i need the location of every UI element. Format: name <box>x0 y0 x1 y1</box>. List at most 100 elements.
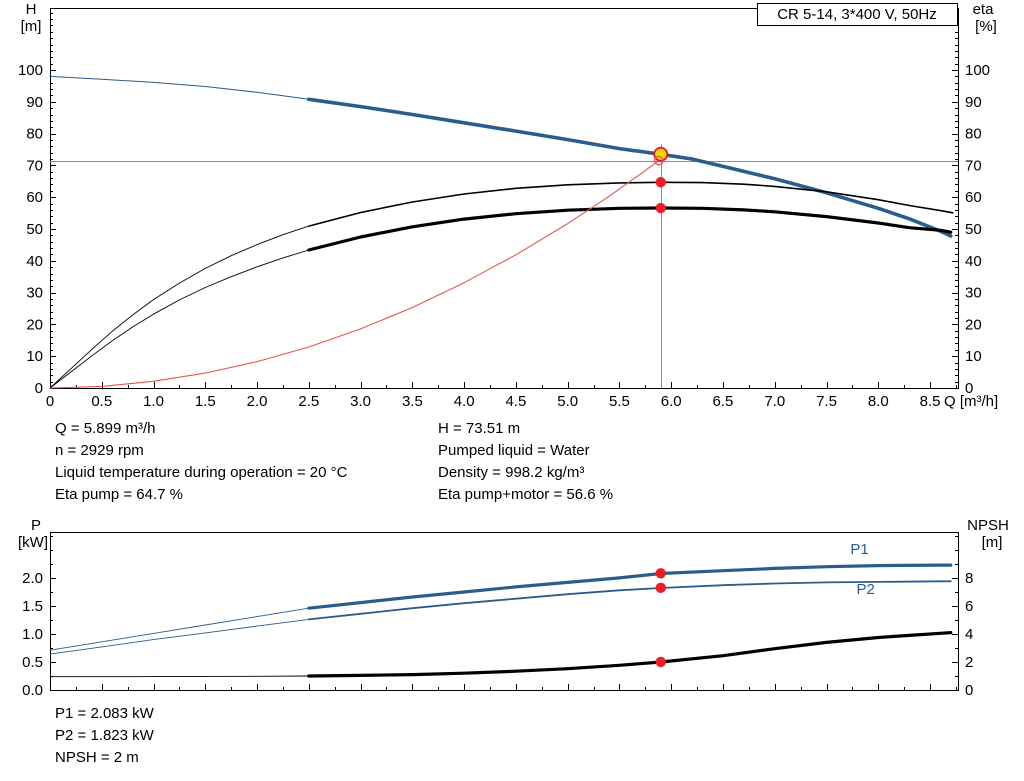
eta-axis-unit: [%] <box>975 18 997 35</box>
result-eta-pump: Eta pump = 64.7 % <box>55 486 183 503</box>
marker-eta-pump-duty <box>655 177 666 188</box>
x-tick-label: 2.5 <box>298 393 319 410</box>
y-left-tick-label: 1.5 <box>22 598 43 615</box>
qh-chart-layers: 0 0.5 1.0 1.5 2.0 2.5 3.0 3.5 4.0 4.5 5.0 5.5 6.0 6.5… <box>18 8 990 410</box>
x-tick-label: 3.0 <box>350 393 371 410</box>
x-tick-label: 4.5 <box>505 393 526 410</box>
x-tick-label: 7.5 <box>816 393 837 410</box>
eta-axis-symbol: eta <box>973 1 995 18</box>
y-right-tick-label: 50 <box>965 221 982 238</box>
pump-title-box: CR 5-14, 3*400 V, 50Hz <box>757 3 958 26</box>
h-axis-unit: [m] <box>21 18 42 35</box>
curve-p1-thin <box>49 607 310 651</box>
curve-eta-pump <box>308 181 954 227</box>
x-tick-label: 0 <box>46 393 54 410</box>
y-right-tick-label: 20 <box>965 316 982 333</box>
y-left-tick-label: 100 <box>18 62 43 79</box>
curve-p1 <box>307 563 953 610</box>
y-right-tick-label: 100 <box>965 62 990 79</box>
pump-title: CR 5-14, 3*400 V, 50Hz <box>777 6 937 23</box>
y-right-tick-label: 60 <box>965 189 982 206</box>
y-left-tick-label: 50 <box>26 221 43 238</box>
npsh-axis-symbol: NPSH <box>967 517 1009 534</box>
p-axis-unit: [kW] <box>18 534 48 551</box>
curve-p2-thin <box>49 618 310 655</box>
y-left-tick-label: 60 <box>26 189 43 206</box>
result-p2: P2 = 1.823 kW <box>55 727 154 744</box>
x-tick-label: 8.5 <box>920 393 941 410</box>
y-right-tick-label: 2 <box>965 654 973 671</box>
y-right-tick-label: 70 <box>965 157 982 174</box>
y-right-tick-label: 8 <box>965 570 973 587</box>
x-tick-label: 6.0 <box>661 393 682 410</box>
x-tick-label: 4.0 <box>454 393 475 410</box>
y-left-tick-label: 80 <box>26 126 43 143</box>
y-left-tick-label: 1.0 <box>22 626 43 643</box>
result-eta-pump-motor: Eta pump+motor = 56.6 % <box>438 486 614 503</box>
power-chart-layers: 0.0 0.5 1.0 1.5 2.0 0 2 4 6 8 P1 P2 <box>22 532 973 699</box>
h-axis-symbol: H <box>26 1 37 18</box>
result-flow: Q = 5.899 m³/h <box>55 420 156 437</box>
y-right-tick-label: 80 <box>965 126 982 143</box>
curve-p2 <box>307 580 952 621</box>
x-tick-label: 2.0 <box>247 393 268 410</box>
y-right-tick-label: 0 <box>965 682 973 699</box>
y-left-tick-label: 10 <box>26 348 43 365</box>
y-right-tick-label: 30 <box>965 285 982 302</box>
y-right-tick-label: 40 <box>965 253 982 270</box>
curve-eta-pump-thin <box>49 225 310 389</box>
y-left-tick-label: 70 <box>26 157 43 174</box>
y-left-tick-label: 30 <box>26 285 43 302</box>
power-npsh-chart[interactable]: 0.0 0.5 1.0 1.5 2.0 0 2 4 6 8 P1 P2 P [kW] NPSH [m] <box>0 515 1024 701</box>
y-right-tick-label: 90 <box>965 94 982 111</box>
y-left-tick-label: 40 <box>26 253 43 270</box>
result-head: H = 73.51 m <box>438 420 521 437</box>
y-right-tick-label: 10 <box>965 348 982 365</box>
y-left-tick-label: 2.0 <box>22 570 43 587</box>
x-tick-label: 5.5 <box>609 393 630 410</box>
curve-npsh <box>307 631 953 678</box>
x-tick-label: 7.0 <box>764 393 785 410</box>
result-pumped-liquid: Pumped liquid = Water <box>438 442 590 459</box>
y-right-tick-label: 6 <box>965 598 973 615</box>
x-tick-label: 0.5 <box>91 393 112 410</box>
marker-duty-point[interactable] <box>653 146 669 162</box>
curve-head-thin <box>49 75 310 100</box>
curve-system-curve <box>49 160 660 389</box>
q-axis-label: Q [m³/h] <box>944 393 998 410</box>
pump-title-box-frame <box>757 3 958 26</box>
result-p1: P1 = 2.083 kW <box>55 705 154 722</box>
y-left-tick-label: 0.5 <box>22 654 43 671</box>
result-density: Density = 998.2 kg/m³ <box>438 464 585 481</box>
marker-p1-duty <box>655 568 666 579</box>
y-left-tick-label: 90 <box>26 94 43 111</box>
marker-eta-pump-motor-duty <box>655 202 666 214</box>
plot-frame <box>50 8 959 389</box>
x-tick-label: 5.0 <box>557 393 578 410</box>
series-label-p2: P2 <box>857 581 875 598</box>
result-liquid-temp: Liquid temperature during operation = 20… <box>55 464 348 481</box>
curve-eta-pump-motor <box>307 206 953 252</box>
series-label-p1: P1 <box>850 541 868 558</box>
result-speed: n = 2929 rpm <box>55 442 144 459</box>
qh-eta-chart[interactable]: 0 0.5 1.0 1.5 2.0 2.5 3.0 3.5 4.0 4.5 5.0 5.5 6.0 6.5… <box>0 0 1024 415</box>
result-npsh: NPSH = 2 m <box>55 749 139 766</box>
y-left-tick-label: 0 <box>35 380 43 397</box>
p-axis-symbol: P <box>31 517 41 534</box>
plot-frame <box>50 532 959 691</box>
y-right-tick-label: 0 <box>965 380 973 397</box>
y-left-tick-label: 20 <box>26 316 43 333</box>
x-tick-label: 1.0 <box>143 393 164 410</box>
marker-p2-duty <box>655 582 666 594</box>
marker-system-curve-duty <box>653 155 664 166</box>
y-right-tick-label: 4 <box>965 626 973 643</box>
curve-head <box>307 97 953 238</box>
npsh-axis-unit: [m] <box>982 534 1003 551</box>
curve-npsh-thin <box>49 675 310 678</box>
curve-eta-pump-motor-thin <box>49 249 310 389</box>
x-tick-label: 3.5 <box>402 393 423 410</box>
marker-npsh-duty <box>655 656 666 668</box>
x-tick-label: 8.0 <box>868 393 889 410</box>
y-left-tick-label: 0.0 <box>22 682 43 699</box>
